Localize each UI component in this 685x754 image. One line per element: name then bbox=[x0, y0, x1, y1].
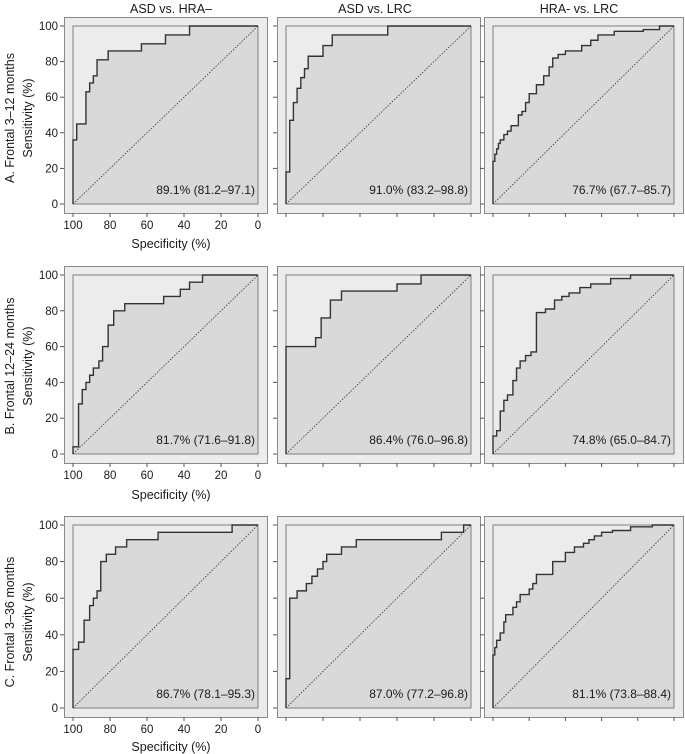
x-tick-label: 60 bbox=[141, 220, 154, 232]
roc-curve bbox=[72, 25, 258, 204]
y-tick-label: 0 bbox=[52, 703, 58, 715]
row-label-a: A. Frontal 3–12 months bbox=[3, 53, 17, 183]
diagonal-reference-line bbox=[72, 524, 259, 709]
x-tick-label: 40 bbox=[178, 220, 191, 232]
y-axis-titles: Sensitivity (%) Sensitivity (%) Sensitiv… bbox=[21, 78, 35, 661]
x-axis-title-b: Specificity (%) bbox=[131, 488, 210, 502]
y-tick-label: 60 bbox=[45, 92, 58, 104]
plot-area-border bbox=[72, 25, 259, 205]
x-tick-label: 40 bbox=[178, 470, 191, 482]
x-tick-label: 20 bbox=[215, 470, 228, 482]
auc-label: 89.1% (81.2–97.1) bbox=[156, 183, 255, 197]
x-axis-title-c: Specificity (%) bbox=[131, 740, 210, 754]
x-tick-label: 0 bbox=[255, 724, 261, 736]
roc-panels: 100 80 60 40 20 0 0 20 40 60 80 100 89.1% (81.2–97.1… bbox=[39, 17, 684, 736]
y-axis-title-c: Sensitivity (%) bbox=[21, 582, 35, 661]
roc-curve bbox=[285, 524, 471, 708]
roc-panel-3-2: 87.0% (77.2–96.8) bbox=[273, 516, 481, 721]
x-tick-label: 60 bbox=[141, 724, 154, 736]
diagonal-reference-line bbox=[492, 25, 675, 205]
row-labels: A. Frontal 3–12 months B. Frontal 12–24 … bbox=[3, 53, 17, 687]
diagonal-reference-line bbox=[492, 274, 675, 455]
auc-label: 76.7% (67.7–85.7) bbox=[572, 183, 671, 197]
auc-label: 81.1% (73.8–88.4) bbox=[572, 687, 671, 701]
x-tick-label: 0 bbox=[255, 220, 261, 232]
roc-panel-1-1: 100 80 60 40 20 0 0 20 40 60 80 100 89.1% (81.2–97.1… bbox=[39, 17, 268, 232]
roc-panel-3-1: 100 80 60 40 20 0 0 20 40 60 80 100 86.7% (78.1–95.3… bbox=[39, 516, 268, 736]
diagonal-reference-line bbox=[285, 25, 472, 205]
roc-panel-1-3: 76.7% (67.7–85.7) bbox=[480, 17, 684, 217]
y-tick-label: 0 bbox=[52, 199, 58, 211]
plot-area-border bbox=[492, 524, 675, 709]
y-tick-label: 20 bbox=[45, 163, 58, 175]
x-tick-label: 0 bbox=[255, 470, 261, 482]
y-tick-label: 20 bbox=[45, 666, 58, 678]
column-titles: ASD vs. HRA– ASD vs. LRC HRA- vs. LRC bbox=[130, 2, 618, 16]
y-tick-label: 40 bbox=[45, 630, 58, 642]
x-tick-label: 20 bbox=[215, 220, 228, 232]
roc-panel-2-3: 74.8% (65.0–84.7) bbox=[480, 266, 684, 467]
plot-area-border bbox=[492, 274, 675, 455]
y-tick-label: 100 bbox=[39, 270, 58, 282]
row-label-b: B. Frontal 12–24 months bbox=[3, 298, 17, 435]
roc-panel-2-1: 100 80 60 40 20 0 0 20 40 60 80 100 81.7% (71.6–91.8… bbox=[39, 266, 268, 482]
diagonal-reference-line bbox=[285, 274, 472, 455]
diagonal-reference-line bbox=[285, 524, 472, 709]
y-tick-label: 60 bbox=[45, 593, 58, 605]
y-tick-label: 40 bbox=[45, 377, 58, 389]
x-tick-label: 100 bbox=[63, 470, 82, 482]
x-tick-label: 20 bbox=[215, 724, 228, 736]
y-axis-title-b: Sensitivity (%) bbox=[21, 326, 35, 405]
y-tick-label: 0 bbox=[52, 449, 58, 461]
x-tick-label: 60 bbox=[141, 470, 154, 482]
x-axis-titles: Specificity (%) Specificity (%) Specific… bbox=[131, 237, 210, 754]
row-label-c: C. Frontal 3–36 months bbox=[3, 557, 17, 688]
diagonal-reference-line bbox=[72, 274, 259, 455]
auc-label: 81.7% (71.6–91.8) bbox=[156, 433, 255, 447]
x-tick-label: 100 bbox=[63, 724, 82, 736]
plot-area-border bbox=[285, 524, 472, 709]
auc-label: 86.4% (76.0–96.8) bbox=[369, 433, 468, 447]
y-tick-label: 80 bbox=[45, 557, 58, 569]
plot-area-border bbox=[492, 25, 675, 205]
y-tick-label: 100 bbox=[39, 520, 58, 532]
roc-curve bbox=[72, 524, 258, 708]
column-title-2: ASD vs. LRC bbox=[338, 2, 412, 16]
x-tick-label: 80 bbox=[104, 220, 117, 232]
roc-curve bbox=[492, 524, 674, 708]
roc-panel-1-2: 91.0% (83.2–98.8) bbox=[273, 17, 481, 217]
y-tick-label: 100 bbox=[39, 21, 58, 33]
plot-area-border bbox=[72, 524, 259, 709]
plot-area-border bbox=[72, 274, 259, 455]
auc-label: 91.0% (83.2–98.8) bbox=[369, 183, 468, 197]
roc-curve bbox=[492, 274, 674, 454]
x-tick-label: 80 bbox=[104, 724, 117, 736]
y-axis-title-a: Sensitivity (%) bbox=[21, 78, 35, 157]
roc-curve bbox=[285, 274, 471, 454]
x-axis-title-a: Specificity (%) bbox=[131, 237, 210, 251]
diagonal-reference-line bbox=[492, 524, 675, 709]
y-tick-label: 60 bbox=[45, 342, 58, 354]
column-title-1: ASD vs. HRA– bbox=[130, 2, 212, 16]
auc-label: 74.8% (65.0–84.7) bbox=[572, 433, 671, 447]
y-tick-label: 40 bbox=[45, 128, 58, 140]
y-tick-label: 80 bbox=[45, 57, 58, 69]
y-tick-label: 20 bbox=[45, 413, 58, 425]
auc-label: 87.0% (77.2–96.8) bbox=[369, 687, 468, 701]
roc-panel-2-2: 86.4% (76.0–96.8) bbox=[273, 266, 481, 467]
y-tick-label: 80 bbox=[45, 306, 58, 318]
roc-curve bbox=[492, 25, 674, 204]
roc-curve bbox=[72, 274, 258, 454]
x-tick-label: 100 bbox=[63, 220, 82, 232]
diagonal-reference-line bbox=[72, 25, 259, 205]
roc-curve bbox=[285, 25, 471, 204]
auc-label: 86.7% (78.1–95.3) bbox=[156, 687, 255, 701]
plot-area-border bbox=[285, 25, 472, 205]
roc-panel-3-3: 81.1% (73.8–88.4) bbox=[480, 516, 684, 721]
column-title-3: HRA- vs. LRC bbox=[540, 2, 618, 16]
x-tick-label: 80 bbox=[104, 470, 117, 482]
x-tick-label: 40 bbox=[178, 724, 191, 736]
